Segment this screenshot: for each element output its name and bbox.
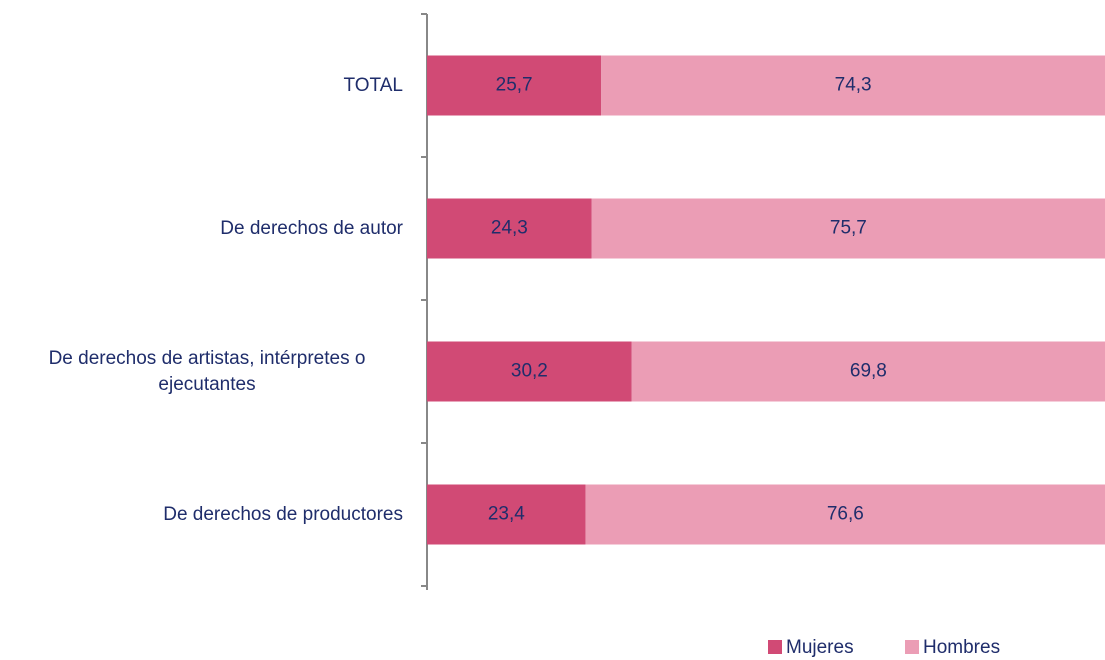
bar-segment xyxy=(427,55,602,116)
data-label: 74,3 xyxy=(835,75,872,96)
bar-segment xyxy=(427,484,586,545)
legend-swatch xyxy=(768,640,782,654)
data-label: 24,3 xyxy=(491,218,528,239)
category-label: TOTAL xyxy=(343,74,403,96)
data-label: 75,7 xyxy=(830,218,867,239)
bar-segment xyxy=(585,484,1105,545)
category-label: De derechos de productores xyxy=(163,503,403,525)
data-label: 69,8 xyxy=(850,361,887,382)
category-label: De derechos de autor xyxy=(220,217,403,239)
legend-label: Hombres xyxy=(923,637,1000,658)
bar-segment xyxy=(591,198,1105,259)
data-label: 76,6 xyxy=(827,504,864,525)
legend-label: Mujeres xyxy=(786,637,854,658)
data-label: 30,2 xyxy=(511,361,548,382)
bar-segment xyxy=(427,341,632,402)
data-label: 23,4 xyxy=(488,504,525,525)
bar-segment xyxy=(601,55,1105,116)
bar-segment xyxy=(427,198,592,259)
category-label: De derechos de artistas, intérpretes o e… xyxy=(48,347,366,395)
data-label: 25,7 xyxy=(496,75,533,96)
legend-swatch xyxy=(905,640,919,654)
bar-segment xyxy=(631,341,1105,402)
